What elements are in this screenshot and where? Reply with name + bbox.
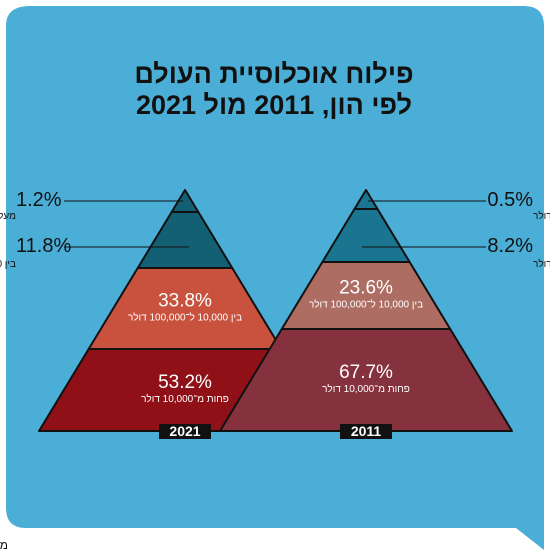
pyramid-2021-tier-4-pct: 1.2% (16, 189, 62, 211)
year-label-2011: 2011 (351, 423, 382, 439)
pyramid-2011-tier-2-pct: 23.6% (339, 278, 393, 299)
pyramid-2021-tier-1-pct: 53.2% (158, 372, 212, 393)
pyramid-2021-tier-3-label: בין 100,000 למיליון דולר (0, 258, 16, 270)
pyramid-2011-tier-2-label: בין 10,000 ל־100,000 דולר (309, 299, 423, 311)
pyramid-2011-tier-4 (353, 189, 379, 210)
pyramid-2011-tier-4-pct: 0.5% (487, 189, 533, 211)
pyramid-2011-tier-1-label: פחות מ־10,000 דולר (322, 383, 410, 395)
chart-title-line-2: לפי הון, 2011 מול 2021 (136, 90, 412, 120)
year-tag-2011 (340, 424, 392, 439)
chart-title-line-1: פילוח אוכלוסיית העולם (134, 59, 413, 89)
year-label-2021: 2021 (169, 423, 200, 439)
pyramid-2021-tier-3-pct: 11.8% (16, 235, 71, 257)
source-caption: מקור: Credit Suisse (0, 538, 8, 552)
year-tag-2021 (159, 424, 211, 439)
pyramid-2011-tier-3-pct: 8.2% (487, 235, 533, 257)
pyramid-2021-tier-2-pct: 33.8% (158, 291, 212, 312)
pyramid-2011-tier-1-pct: 67.7% (339, 362, 393, 383)
pyramid-2021-tier-4-label: מעל מיליון דולר (0, 210, 16, 222)
pyramid-2021-tier-2-label: בין 10,000 ל־100,000 דולר (128, 312, 242, 324)
pyramid-2021-tier-1-label: פחות מ־10,000 דולר (141, 393, 229, 405)
pyramid-2011-tier-3-label: בין 100,000 למיליון דולר (533, 258, 550, 270)
pyramid-2011-tier-4-label: מעל מיליון דולר (533, 210, 550, 222)
